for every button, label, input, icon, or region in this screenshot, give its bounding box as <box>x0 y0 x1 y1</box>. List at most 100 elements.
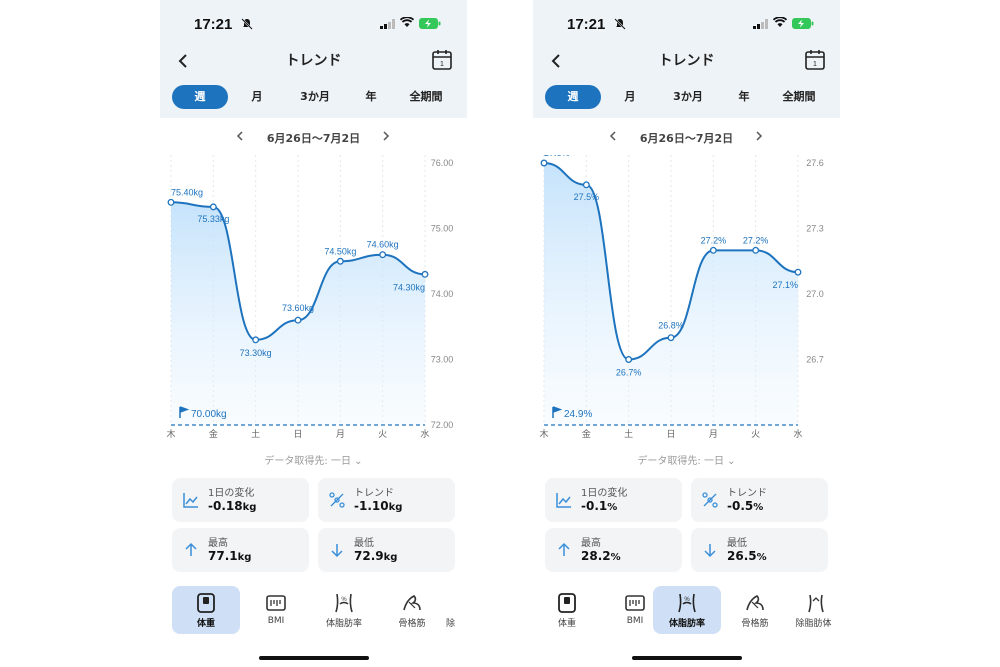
card-highest: 最高 28.2% <box>545 528 682 572</box>
data-label: 73.30kg <box>240 348 272 358</box>
line-chart-icon <box>556 493 571 508</box>
date-range: 6月26日〜7月2日 <box>160 129 467 145</box>
card-title: 最高 <box>208 538 228 549</box>
data-point[interactable] <box>252 336 260 344</box>
line-chart-icon <box>183 493 198 508</box>
svg-text:1: 1 <box>813 61 817 68</box>
battery-charging-icon <box>419 18 441 29</box>
card-daily-change: 1日の変化 -0.1% <box>545 478 682 522</box>
tab-week[interactable]: 週 <box>545 85 601 109</box>
tab-3months[interactable]: 3か月 <box>673 90 703 103</box>
back-button[interactable] <box>545 50 567 72</box>
back-button[interactable] <box>172 50 194 72</box>
bmi-gauge-icon <box>266 595 286 611</box>
data-point[interactable] <box>540 159 548 167</box>
arrow-down-icon <box>704 544 716 558</box>
arrow-up-icon <box>558 542 570 556</box>
data-point[interactable] <box>167 198 175 206</box>
tab-month[interactable]: 月 <box>624 90 636 103</box>
nav-lean-mass[interactable]: 除 <box>446 619 456 629</box>
data-source-selector[interactable]: データ取得先: 一日 ⌄ <box>533 452 840 467</box>
tab-all[interactable]: 全期間 <box>409 90 443 103</box>
tab-year[interactable]: 年 <box>365 90 377 103</box>
next-week-button[interactable] <box>380 129 392 143</box>
x-tick-label: 火 <box>378 429 387 440</box>
home-indicator <box>259 656 369 660</box>
card-title: 最低 <box>354 538 374 549</box>
bell-muted-icon <box>241 18 253 30</box>
calendar-button[interactable]: 1 <box>432 49 452 71</box>
next-week-button[interactable] <box>753 129 765 143</box>
trend-icon <box>329 492 345 508</box>
data-point[interactable] <box>794 268 802 276</box>
data-label: 73.60kg <box>282 303 314 313</box>
nav-weight[interactable]: 体重 <box>172 586 240 634</box>
y-tick-label: 27.0 <box>806 289 824 299</box>
data-point[interactable] <box>752 246 760 254</box>
y-tick-label: 75.00 <box>431 224 454 234</box>
lean-body-icon <box>808 594 824 613</box>
data-point[interactable] <box>379 251 387 259</box>
chevron-down-icon: ⌄ <box>354 456 363 467</box>
x-tick-label: 金 <box>582 428 591 440</box>
data-point[interactable] <box>421 270 429 278</box>
status-time: 17:21 <box>567 16 606 33</box>
goal-label: 24.9% <box>564 409 592 420</box>
svg-text:1: 1 <box>440 61 444 68</box>
x-tick-label: 月 <box>709 429 718 440</box>
card-title: 1日の変化 <box>208 488 255 499</box>
nav-body-fat[interactable]: % 体脂肪率 <box>310 586 378 634</box>
x-tick-label: 土 <box>251 428 260 440</box>
card-value: 28.2% <box>581 549 621 563</box>
tab-week[interactable]: 週 <box>172 85 228 109</box>
data-point[interactable] <box>625 356 633 363</box>
prev-week-button[interactable] <box>607 129 619 143</box>
data-point[interactable] <box>209 203 217 211</box>
nav-bmi[interactable]: BMI <box>242 586 310 634</box>
bmi-gauge-icon <box>625 595 645 611</box>
x-tick-label: 火 <box>751 429 760 440</box>
data-point[interactable] <box>294 316 302 324</box>
nav-skeletal-muscle[interactable]: 骨格筋 <box>378 586 446 634</box>
prev-week-button[interactable] <box>234 129 246 143</box>
nav-bmi[interactable]: BMI <box>601 586 669 634</box>
nav-weight[interactable]: 体重 <box>533 586 601 634</box>
body-fat-icon: % <box>678 593 696 613</box>
body-fat-chart: 木 金 土 日 月 火 水 27.6 27.3 27.0 26.7 24.9% 27.6% 27.5% 26… <box>539 155 824 440</box>
card-value: 77.1kg <box>208 549 252 563</box>
data-label: 27.6% <box>544 155 570 158</box>
nav-lean-mass[interactable]: 除脂肪体 <box>787 586 840 634</box>
card-lowest: 最低 26.5% <box>691 528 828 572</box>
nav-body-fat[interactable]: % 体脂肪率 <box>653 586 721 634</box>
card-value: -0.5% <box>727 499 764 513</box>
home-indicator <box>632 656 742 660</box>
data-label: 27.5% <box>574 192 600 202</box>
y-tick-label: 76.00 <box>431 158 454 168</box>
page-title: トレンド <box>285 53 342 69</box>
data-source-selector[interactable]: データ取得先: 一日 ⌄ <box>160 452 467 467</box>
card-lowest: 最低 72.9kg <box>318 528 455 572</box>
y-tick-label: 27.6 <box>806 158 824 168</box>
date-range-label: 6月26日〜7月2日 <box>266 132 361 145</box>
arrow-down-icon <box>331 544 343 558</box>
card-trend: トレンド -0.5% <box>691 478 828 522</box>
data-point[interactable] <box>709 246 717 254</box>
tab-month[interactable]: 月 <box>251 90 263 103</box>
y-tick-label: 26.7 <box>806 355 824 365</box>
tab-year[interactable]: 年 <box>738 90 750 103</box>
tab-3months[interactable]: 3か月 <box>300 90 330 103</box>
signal-icon <box>380 19 395 29</box>
svg-text:%: % <box>684 597 690 603</box>
x-tick-label: 水 <box>793 428 802 440</box>
weight-chart: 木 金 土 日 月 火 水 76.00 75.00 74.00 73.00 72.00 70.00kg 7… <box>166 155 454 440</box>
flag-icon <box>552 406 563 418</box>
bell-muted-icon <box>614 18 626 30</box>
tab-all[interactable]: 全期間 <box>782 90 816 103</box>
nav-skeletal-muscle[interactable]: 骨格筋 <box>721 586 789 634</box>
data-point[interactable] <box>582 181 590 189</box>
data-point[interactable] <box>336 257 344 265</box>
data-point[interactable] <box>667 334 675 342</box>
card-highest: 最高 77.1kg <box>172 528 309 572</box>
x-tick-label: 木 <box>166 428 175 440</box>
calendar-button[interactable]: 1 <box>805 49 825 71</box>
